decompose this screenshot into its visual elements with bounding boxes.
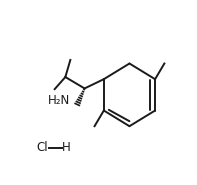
Text: H: H (62, 141, 71, 154)
Text: Cl: Cl (37, 141, 48, 154)
Text: H₂N: H₂N (48, 94, 70, 107)
